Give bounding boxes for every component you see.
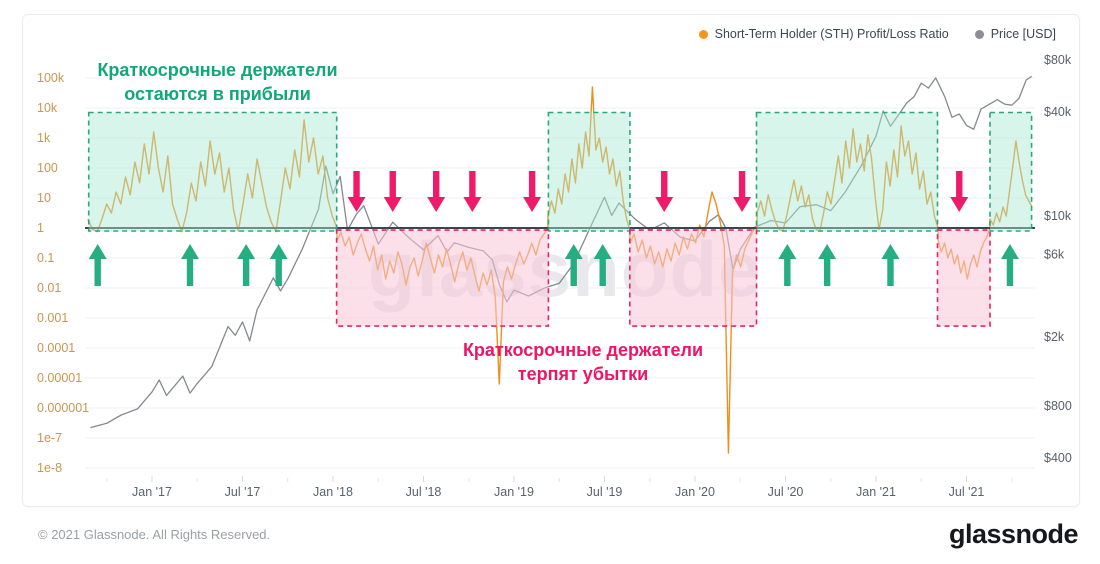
svg-text:$400: $400 <box>1044 451 1072 465</box>
annotation-loss-line2: терпят убытки <box>517 364 649 385</box>
svg-text:Jul '20: Jul '20 <box>768 485 804 499</box>
svg-text:0.000001: 0.000001 <box>37 401 89 415</box>
svg-text:0.0001: 0.0001 <box>37 341 75 355</box>
chart-canvas: glassnode 100k10k1k1001010.10.010.0010.0… <box>37 53 1072 499</box>
price-series-line <box>90 75 1033 429</box>
loss-regions <box>335 229 991 327</box>
x-axis-labels: Jan '17 Jul '17 Jan '18 Jul '18 Jan '19 Jul '… <box>106 476 1013 499</box>
legend-item-sth-ratio[interactable]: Short-Term Holder (STH) Profit/Loss Rati… <box>698 27 949 41</box>
svg-text:1e-8: 1e-8 <box>37 461 62 475</box>
svg-text:0.001: 0.001 <box>37 311 68 325</box>
annotation-profit: Краткосрочные держатели остаются в прибы… <box>85 58 350 107</box>
svg-text:$10k: $10k <box>1044 209 1072 223</box>
profit-regions <box>87 111 1033 232</box>
svg-text:100: 100 <box>37 161 58 175</box>
svg-text:0.01: 0.01 <box>37 281 61 295</box>
svg-text:0.00001: 0.00001 <box>37 371 82 385</box>
annotation-loss-line1: Краткосрочные держатели <box>462 340 704 360</box>
svg-text:100k: 100k <box>37 71 65 85</box>
svg-text:0.1: 0.1 <box>37 251 54 265</box>
svg-text:$800: $800 <box>1044 399 1072 413</box>
svg-text:Jan '20: Jan '20 <box>675 485 715 499</box>
svg-text:1k: 1k <box>37 131 51 145</box>
down-arrows <box>347 171 969 212</box>
glassnode-logo: glassnode <box>948 519 1079 549</box>
svg-text:10: 10 <box>37 191 51 205</box>
price-legend-dot-icon <box>974 29 984 39</box>
svg-text:$40k: $40k <box>1044 105 1072 119</box>
y-axis-right-labels: $80k $40k $10k $6k $2k $800 $400 <box>1044 53 1072 465</box>
svg-text:10k: 10k <box>37 101 58 115</box>
legend-label: Short-Term Holder (STH) Profit/Loss Rati… <box>714 27 949 41</box>
svg-text:Jan '19: Jan '19 <box>494 485 534 499</box>
sth-ratio-legend-dot-icon <box>698 29 708 39</box>
svg-text:1: 1 <box>37 221 44 235</box>
annotation-profit-line2: остаются в прибыли <box>124 84 311 105</box>
annotation-profit-line1: Краткосрочные держатели <box>97 60 338 80</box>
svg-text:Jul '19: Jul '19 <box>587 485 623 499</box>
chart-card <box>22 14 1080 507</box>
svg-text:Jan '21: Jan '21 <box>856 485 896 499</box>
svg-text:Jul '17: Jul '17 <box>225 485 261 499</box>
svg-text:$80k: $80k <box>1044 53 1072 67</box>
svg-text:$2k: $2k <box>1044 330 1065 344</box>
svg-text:$6k: $6k <box>1044 248 1065 262</box>
footer: © 2021 Glassnode. All Rights Reserved. g… <box>0 505 1100 564</box>
chart-legend: Short-Term Holder (STH) Profit/Loss Rati… <box>698 27 1056 41</box>
y-axis-left-labels: 100k 10k 1k 100 10 1 0.1 0.01 0.001 0.0001 0.00001… <box>37 71 89 475</box>
svg-text:Jul '18: Jul '18 <box>406 485 442 499</box>
svg-text:1e-7: 1e-7 <box>37 431 62 445</box>
copyright-text: © 2021 Glassnode. All Rights Reserved. <box>38 527 271 542</box>
sth-ratio-series-line <box>87 86 1033 454</box>
legend-item-price[interactable]: Price [USD] <box>974 27 1056 41</box>
legend-label: Price [USD] <box>990 27 1056 41</box>
up-arrows <box>88 244 1019 286</box>
svg-text:Jul '21: Jul '21 <box>949 485 985 499</box>
svg-text:Jan '18: Jan '18 <box>313 485 353 499</box>
annotation-loss: Краткосрочные держатели терпят убытки <box>448 338 718 387</box>
svg-text:Jan '17: Jan '17 <box>132 485 172 499</box>
